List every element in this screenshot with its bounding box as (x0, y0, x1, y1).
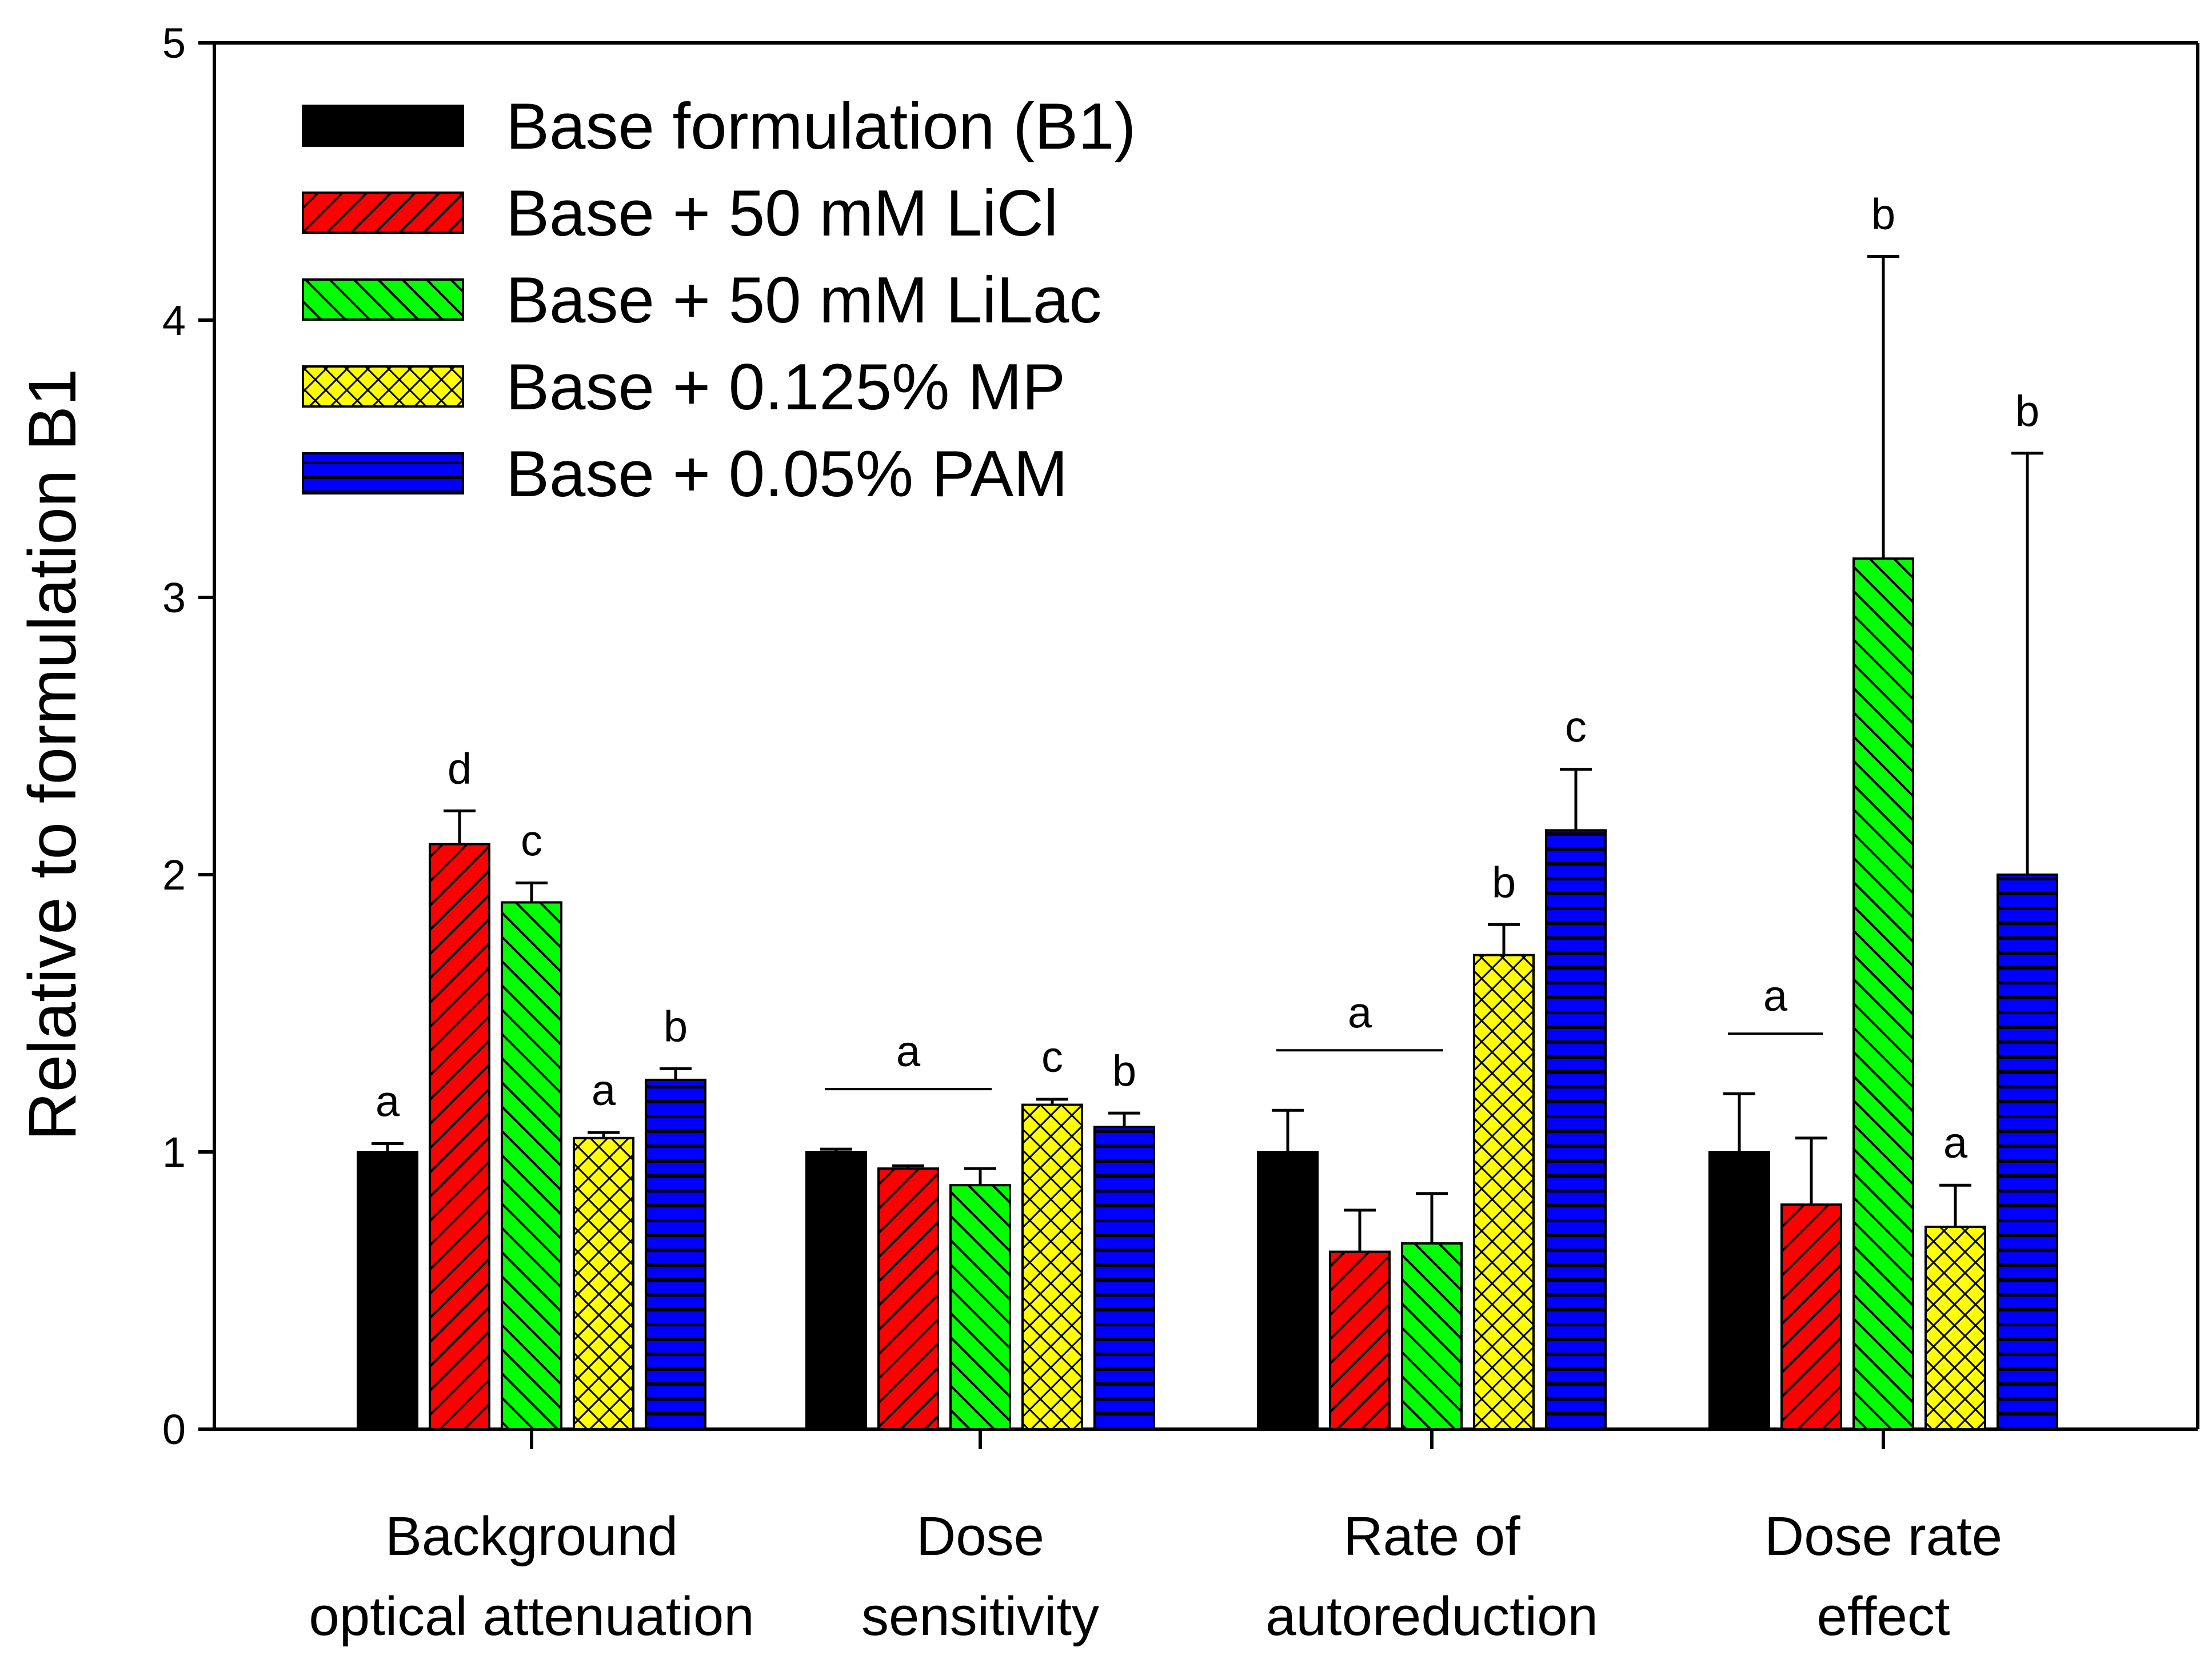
bar (1093, 1126, 1155, 1430)
significance-label: a (376, 1077, 400, 1126)
legend-swatch (302, 105, 464, 147)
legend-label: Base + 50 mM LiLac (506, 264, 1101, 337)
bar (1473, 954, 1535, 1430)
significance-label: a (1943, 1119, 1968, 1167)
bar (573, 1136, 634, 1430)
legend-swatch (302, 452, 464, 494)
legend-swatch (302, 278, 464, 321)
legend-label: Base + 0.125% MP (506, 351, 1065, 424)
x-tick-label: sensitivity (861, 1586, 1099, 1647)
bar (501, 901, 562, 1430)
significance-label: b (1492, 858, 1516, 907)
bar (1924, 1225, 1986, 1430)
y-tick-label: 5 (162, 19, 186, 67)
plot-area: 0 1 2 3 4 5 Background optical attenuation Dose s… (162, 19, 2199, 1647)
x-tick-label: Rate of (1343, 1506, 1520, 1567)
bar (1329, 1250, 1391, 1431)
significance-label: d (448, 744, 472, 793)
significance-label: c (1565, 703, 1587, 752)
legend-label: Base + 0.05% PAM (506, 438, 1068, 511)
y-tick-label: 3 (162, 574, 186, 621)
bar (877, 1167, 939, 1430)
significance-label: b (1112, 1047, 1136, 1095)
significance-label: b (1871, 190, 1895, 238)
bar (949, 1184, 1011, 1430)
group-significance-label: a (1348, 988, 1372, 1037)
legend: Base formulation (B1) Base + 50 mM LiCl Ba… (302, 90, 1136, 511)
y-axis-label: Relative to formulation B1 (15, 368, 90, 1140)
significance-label: b (2015, 387, 2039, 436)
bar (805, 1151, 867, 1430)
y-tick-label: 1 (162, 1128, 186, 1176)
group-significance-label: a (896, 1027, 921, 1076)
x-tick-label: Dose rate (1764, 1506, 2002, 1567)
bar (1545, 829, 1607, 1430)
x-tick-label: Background (385, 1506, 678, 1567)
bar (645, 1078, 706, 1430)
significance-label: c (1041, 1033, 1063, 1082)
bar (1401, 1242, 1463, 1431)
bar (1257, 1151, 1319, 1430)
bar (1708, 1151, 1770, 1430)
significance-label: c (521, 817, 542, 866)
x-tick-label: optical attenuation (309, 1586, 754, 1647)
bar (1021, 1103, 1083, 1431)
group-significance-label: a (1763, 972, 1788, 1020)
y-tick-label: 2 (162, 851, 186, 899)
bar (429, 843, 490, 1430)
bar (1780, 1203, 1842, 1430)
significance-label: a (592, 1066, 616, 1115)
y-tick-label: 0 (162, 1406, 186, 1453)
y-tick-label: 4 (162, 297, 186, 344)
legend-label: Base + 50 mM LiCl (506, 177, 1058, 250)
significance-label: b (664, 1003, 688, 1051)
bar (1852, 557, 1914, 1430)
x-tick-label: effect (1816, 1586, 1950, 1647)
x-tick-label: Dose (916, 1506, 1044, 1567)
bar (1997, 874, 2058, 1430)
legend-swatch (302, 365, 464, 408)
legend-swatch (302, 192, 464, 234)
x-tick-label: autoreduction (1265, 1586, 1598, 1647)
bar (357, 1151, 418, 1430)
legend-label: Base formulation (B1) (506, 90, 1136, 163)
